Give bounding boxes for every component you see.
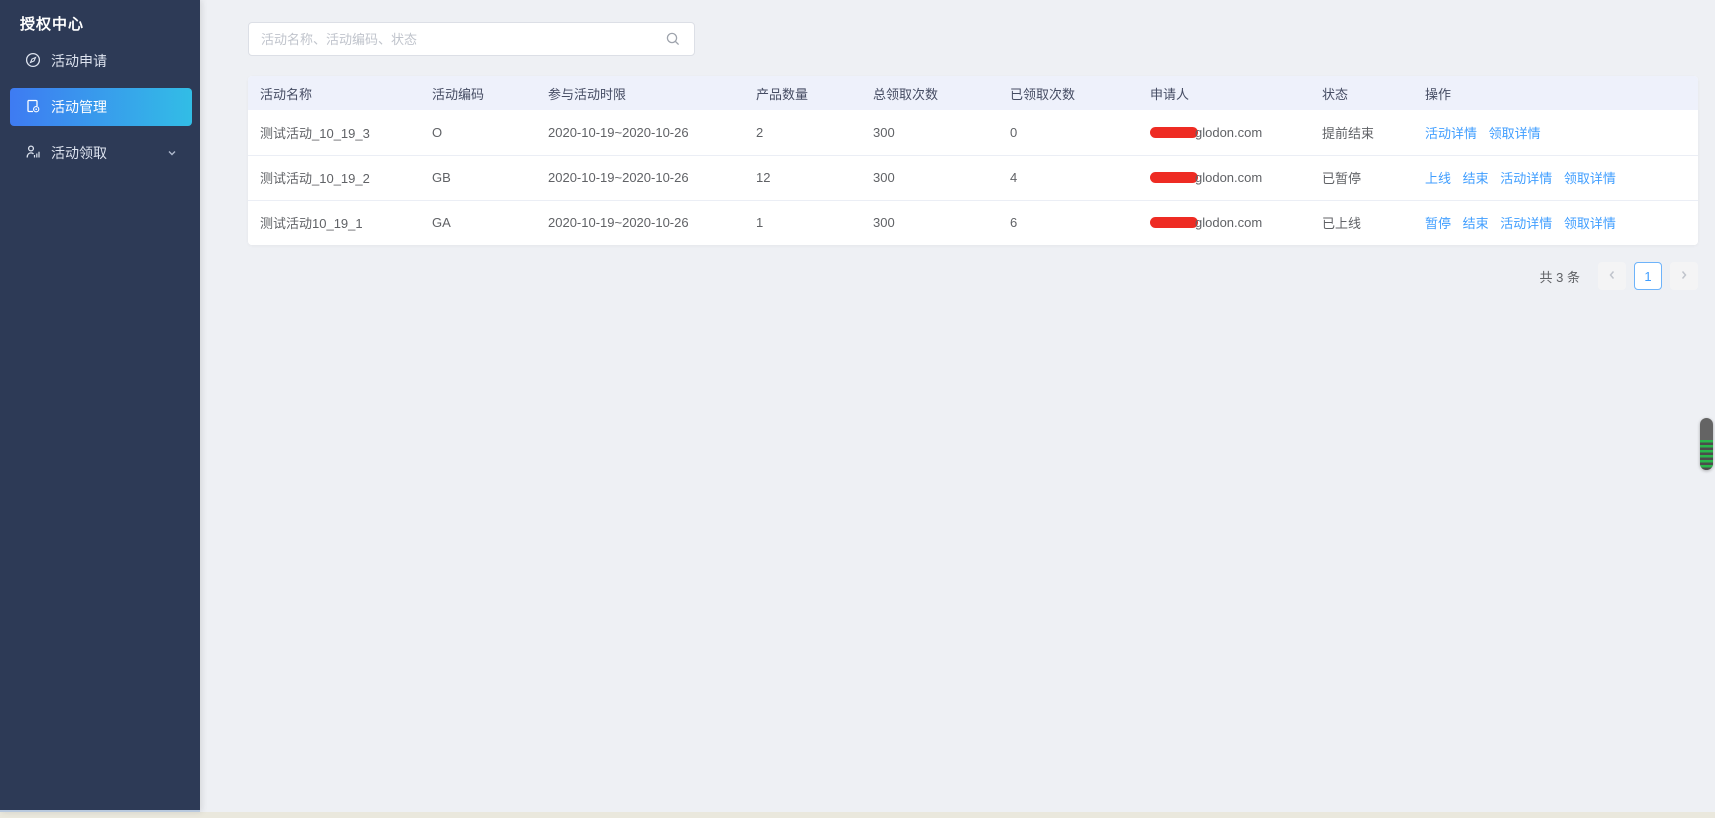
pagination-total: 共 3 条 [1539,269,1580,285]
cell-total-claims: 300 [861,155,998,201]
redaction-mark [1150,172,1198,183]
applicant-domain: glodon.com [1195,215,1263,231]
prev-page-button[interactable] [1598,262,1626,290]
action-link-end[interactable]: 结束 [1462,171,1489,186]
chevron-down-icon[interactable] [166,147,178,159]
scrollbar-progress-stripes [1700,440,1713,470]
cell-actions: 上线 结束 活动详情 领取详情 [1413,155,1698,201]
action-link-claim-detail[interactable]: 领取详情 [1563,171,1616,186]
cell-total-claims: 300 [861,200,998,245]
cell-status: 已暂停 [1310,155,1413,201]
cell-claimed: 0 [998,110,1138,156]
action-link-online[interactable]: 上线 [1425,171,1452,186]
sidebar: 授权中心 活动申请 活动管理 [0,0,200,812]
cell-activity-code: GA [420,200,536,245]
scrollbar-thumb[interactable] [1700,418,1713,470]
cell-activity-name: 测试活动10_19_1 [248,200,420,245]
cell-claimed: 6 [998,200,1138,245]
action-link-claim-detail[interactable]: 领取详情 [1488,125,1541,141]
sidebar-item-label: 活动领取 [51,145,107,161]
column-header: 产品数量 [744,76,861,110]
chevron-right-icon [1678,269,1690,284]
cell-activity-name: 测试活动_10_19_3 [248,110,420,156]
cell-applicant: glodon.com [1138,200,1310,245]
cell-period: 2020-10-19~2020-10-26 [536,155,744,201]
table-row: 测试活动_10_19_3 O 2020-10-19~2020-10-26 2 3… [248,110,1698,156]
sidebar-item-activity-manage[interactable]: 活动管理 [10,88,192,126]
redaction-mark [1150,217,1198,229]
search-icon[interactable] [665,31,681,52]
compass-icon [25,52,41,71]
action-link-pause[interactable]: 暂停 [1425,216,1452,232]
bottom-edge-strip [0,812,1715,818]
cell-activity-code: GB [420,155,536,201]
table-header-row: 活动名称 活动编码 参与活动时限 产品数量 总领取次数 已领取次数 申请人 状态… [248,76,1698,110]
cell-activity-name: 测试活动_10_19_2 [248,155,420,201]
cell-activity-code: O [420,110,536,156]
sidebar-item-label: 活动申请 [51,53,107,69]
action-link-activity-detail[interactable]: 活动详情 [1500,171,1553,186]
cell-status: 已上线 [1310,200,1413,245]
search-bar [248,22,695,56]
cell-actions: 暂停 结束 活动详情 领取详情 [1413,200,1698,245]
app-title: 授权中心 [20,16,85,33]
sidebar-item-activity-apply[interactable]: 活动申请 [10,42,192,80]
action-link-activity-detail[interactable]: 活动详情 [1500,216,1553,232]
cell-product-count: 12 [744,155,861,201]
column-header: 操作 [1413,76,1698,110]
redaction-mark [1150,126,1198,138]
table-row: 测试活动_10_19_2 GB 2020-10-19~2020-10-26 12… [248,155,1698,201]
column-header: 总领取次数 [861,76,998,110]
column-header: 状态 [1310,76,1413,110]
pagination: 共 3 条 1 [1540,262,1698,290]
cell-applicant: glodon.com [1138,110,1310,156]
column-header: 活动名称 [248,76,420,110]
activity-table-card: 活动名称 活动编码 参与活动时限 产品数量 总领取次数 已领取次数 申请人 状态… [248,76,1698,245]
table-row: 测试活动10_19_1 GA 2020-10-19~2020-10-26 1 3… [248,200,1698,245]
action-link-activity-detail[interactable]: 活动详情 [1425,125,1478,141]
sidebar-item-label: 活动管理 [51,99,107,115]
next-page-button[interactable] [1670,262,1698,290]
cell-total-claims: 300 [861,110,998,156]
column-header: 参与活动时限 [536,76,744,110]
sidebar-nav: 活动申请 活动管理 活动领取 [0,42,200,172]
cell-period: 2020-10-19~2020-10-26 [536,200,744,245]
cell-claimed: 4 [998,155,1138,201]
activity-table: 活动名称 活动编码 参与活动时限 产品数量 总领取次数 已领取次数 申请人 状态… [248,76,1698,245]
cell-product-count: 1 [744,200,861,245]
applicant-domain: glodon.com [1195,124,1263,140]
chevron-left-icon [1606,269,1618,284]
page-button-1[interactable]: 1 [1634,262,1662,290]
person-chart-icon [25,144,41,163]
applicant-domain: glodon.com [1195,170,1263,185]
action-link-end[interactable]: 结束 [1462,216,1489,232]
sidebar-item-activity-claim[interactable]: 活动领取 [10,134,192,172]
cell-actions: 活动详情 领取详情 [1413,110,1698,156]
cell-applicant: glodon.com [1138,155,1310,201]
search-input[interactable] [248,22,695,56]
cell-period: 2020-10-19~2020-10-26 [536,110,744,156]
document-gear-icon [25,98,41,117]
column-header: 已领取次数 [998,76,1138,110]
cell-status: 提前结束 [1310,110,1413,156]
action-link-claim-detail[interactable]: 领取详情 [1563,216,1616,232]
column-header: 活动编码 [420,76,536,110]
cell-product-count: 2 [744,110,861,156]
column-header: 申请人 [1138,76,1310,110]
